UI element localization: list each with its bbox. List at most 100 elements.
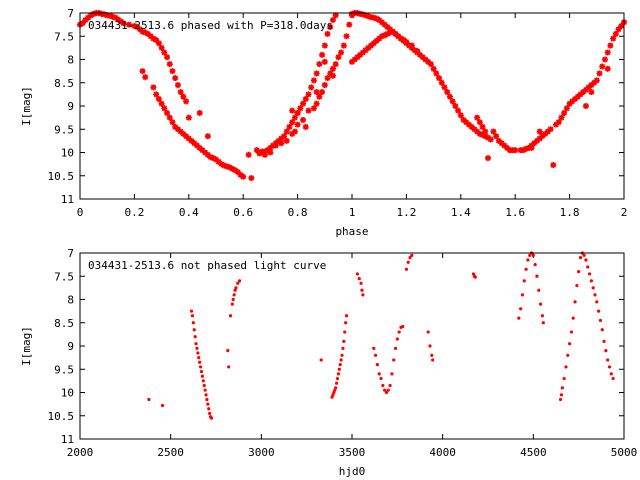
data-point — [248, 175, 255, 182]
data-point — [473, 275, 477, 279]
y-tick-label: 7 — [67, 7, 74, 20]
data-point — [261, 151, 268, 158]
data-point — [578, 256, 583, 260]
data-point — [582, 103, 589, 109]
data-point — [305, 107, 312, 114]
data-point — [569, 330, 574, 334]
data-point — [482, 128, 489, 135]
data-point — [571, 316, 575, 320]
data-point — [455, 107, 462, 114]
data-point — [329, 65, 336, 72]
data-point — [191, 321, 195, 325]
data-point — [158, 100, 165, 107]
data-point — [344, 314, 349, 318]
data-point — [313, 100, 320, 107]
data-point — [410, 253, 414, 257]
data-point — [204, 393, 208, 397]
data-point — [612, 30, 619, 37]
data-point — [444, 89, 451, 96]
y-tick-label: 8 — [67, 294, 74, 307]
data-point — [183, 98, 190, 105]
data-point — [379, 376, 383, 381]
data-point — [185, 114, 192, 121]
data-point — [526, 258, 530, 262]
data-point — [346, 21, 353, 28]
data-point — [283, 137, 290, 144]
data-point — [319, 89, 326, 96]
data-point — [139, 68, 146, 75]
data-point — [202, 383, 206, 388]
data-point — [335, 54, 342, 61]
data-point — [308, 84, 315, 91]
data-point — [161, 49, 168, 56]
data-point — [357, 276, 361, 281]
data-point — [164, 54, 171, 61]
data-point — [558, 397, 563, 402]
data-point — [166, 114, 173, 121]
data-points — [147, 251, 615, 420]
data-point — [125, 21, 132, 28]
data-point — [566, 353, 570, 357]
data-point — [604, 49, 611, 56]
data-point — [446, 93, 453, 100]
y-tick-label: 7.5 — [54, 270, 74, 283]
data-point — [607, 365, 612, 369]
data-point — [541, 321, 545, 325]
data-point — [342, 339, 346, 343]
data-point — [359, 281, 363, 285]
data-point — [344, 321, 348, 325]
data-point — [147, 397, 151, 402]
data-point — [209, 416, 214, 420]
data-point — [519, 307, 523, 311]
data-point — [528, 253, 532, 257]
y-tick-label: 9.5 — [54, 363, 74, 376]
data-point — [528, 144, 535, 151]
data-point — [537, 288, 541, 292]
x-tick-label: 1.8 — [560, 206, 580, 219]
data-point — [430, 65, 437, 72]
data-point — [196, 109, 203, 116]
data-point — [404, 267, 408, 271]
data-point — [449, 98, 456, 105]
data-point — [319, 51, 326, 58]
x-tick-label: 1.6 — [505, 206, 525, 219]
data-point — [479, 123, 486, 130]
chart-title: 034431-2513.6 not phased light curve — [88, 259, 326, 272]
data-point — [520, 147, 527, 154]
data-point — [294, 121, 301, 128]
data-point — [340, 353, 344, 357]
data-point — [383, 388, 387, 392]
data-point — [597, 309, 601, 313]
x-axis-label: hjd0 — [339, 465, 366, 478]
data-point — [397, 330, 401, 334]
data-point — [575, 283, 579, 288]
data-points — [77, 10, 627, 182]
x-tick-label: 2000 — [67, 446, 94, 459]
data-point — [205, 397, 209, 402]
data-point — [208, 411, 212, 416]
data-point — [302, 123, 309, 130]
data-point — [535, 274, 539, 278]
data-point — [372, 346, 376, 350]
data-point — [153, 36, 160, 43]
data-point — [355, 272, 360, 276]
data-point — [321, 42, 328, 49]
data-point — [310, 105, 317, 112]
data-point — [236, 281, 240, 285]
data-point — [381, 383, 385, 388]
data-point — [120, 20, 127, 27]
data-point — [169, 119, 176, 126]
data-point — [436, 75, 443, 82]
data-point — [192, 328, 196, 332]
x-tick-label: 0.6 — [233, 206, 253, 219]
data-point — [324, 30, 331, 37]
data-point — [291, 128, 298, 135]
data-point — [319, 358, 323, 362]
data-point — [336, 372, 340, 376]
data-point — [606, 358, 610, 362]
data-point — [197, 356, 201, 360]
data-point — [430, 353, 434, 357]
data-point — [340, 42, 347, 49]
data-point — [403, 38, 410, 45]
data-point — [427, 61, 434, 68]
